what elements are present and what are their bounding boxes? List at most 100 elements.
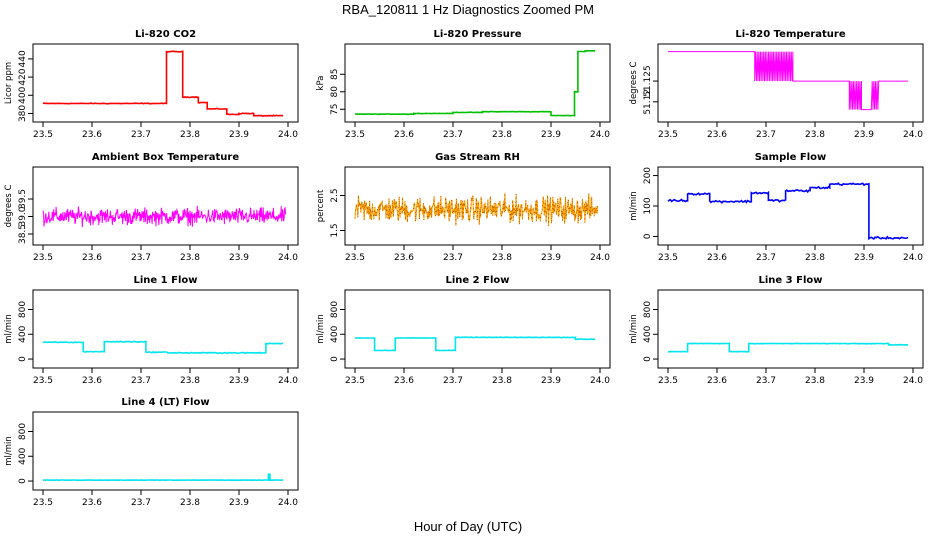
- panel-title: Line 2 Flow: [446, 275, 510, 286]
- panel-title: Line 1 Flow: [134, 275, 198, 286]
- y-tick-label: 0: [18, 356, 28, 362]
- plot-frame: [657, 289, 924, 369]
- y-tick-label: 75: [330, 104, 340, 115]
- x-tick-label: 23.8: [180, 253, 200, 263]
- x-tick-label: 23.5: [658, 253, 678, 263]
- x-tick-label: 24.0: [903, 376, 923, 386]
- panel-title: Ambient Box Temperature: [92, 152, 239, 163]
- series-line: [667, 182, 909, 241]
- x-tick-label: 23.8: [492, 130, 512, 140]
- panel-line2: Line 2 Flow 23.5 23.6 23.7 23.8 23.9 24.0 0 400 8…: [316, 275, 611, 386]
- panel-co2: Li-820 CO2 23.5 23.6 23.7 23.8 23.9 24.0 380 400…: [4, 29, 299, 140]
- y-tick-label: 400: [330, 325, 340, 342]
- series-line: [354, 193, 599, 226]
- x-tick-label: 24.0: [903, 253, 923, 263]
- x-tick-label: 24.0: [590, 376, 610, 386]
- x-tick-label: 23.9: [229, 376, 249, 386]
- x-tick-label: 23.8: [492, 253, 512, 263]
- y-axis-label: ml/min: [4, 314, 14, 344]
- x-tick-label: 23.6: [394, 376, 414, 386]
- y-axis-label: ml/min: [629, 191, 639, 221]
- panel-title: Gas Stream RH: [435, 152, 520, 163]
- x-tick-label: 23.9: [229, 130, 249, 140]
- panels: Li-820 CO2 23.5 23.6 23.7 23.8 23.9 24.0 380 400…: [4, 29, 924, 508]
- x-tick-label: 23.6: [394, 130, 414, 140]
- y-axis-label: Licor ppm: [4, 62, 14, 104]
- x-tick-label: 23.6: [707, 253, 727, 263]
- figure-xlabel: Hour of Day (UTC): [414, 519, 522, 534]
- y-tick-label: 1.5: [330, 223, 340, 237]
- y-axis-label: degrees C: [629, 62, 639, 105]
- x-tick-label: 23.7: [131, 498, 151, 508]
- y-axis-label: degrees C: [4, 185, 14, 228]
- panel-line1: Line 1 Flow 23.5 23.6 23.7 23.8 23.9 24.0 0 400 8…: [4, 275, 299, 386]
- x-tick-label: 23.5: [33, 130, 53, 140]
- y-tick-label: 800: [643, 301, 653, 318]
- x-tick-label: 24.0: [278, 253, 298, 263]
- x-tick-label: 23.9: [541, 376, 561, 386]
- y-tick-label: 380: [18, 105, 28, 122]
- y-tick-label: 80: [330, 86, 340, 98]
- x-tick-label: 23.8: [805, 253, 825, 263]
- x-tick-label: 23.7: [756, 130, 776, 140]
- x-tick-label: 23.6: [394, 253, 414, 263]
- x-tick-label: 23.6: [82, 130, 102, 140]
- x-tick-label: 23.6: [707, 130, 727, 140]
- figure-title: RBA_120811 1 Hz Diagnostics Zoomed PM: [342, 2, 594, 17]
- panel-rh: Gas Stream RH 23.5 23.6 23.7 23.8 23.9 24.0 1.5…: [316, 152, 611, 263]
- x-tick-label: 23.8: [805, 376, 825, 386]
- x-tick-label: 23.8: [492, 376, 512, 386]
- y-axis-label: ml/min: [4, 436, 14, 466]
- panel-ambient: Ambient Box Temperature 23.5 23.6 23.7 23.8 2…: [4, 152, 299, 263]
- y-tick-label: 51.125: [643, 65, 653, 97]
- x-tick-label: 23.8: [180, 130, 200, 140]
- y-tick-label: 85: [330, 69, 340, 80]
- y-tick-label: 100: [643, 197, 653, 214]
- series-points: [354, 193, 599, 226]
- y-tick-label: 420: [18, 68, 28, 85]
- panel-title: Line 3 Flow: [759, 275, 823, 286]
- x-tick-label: 23.9: [854, 253, 874, 263]
- x-tick-label: 23.7: [443, 253, 463, 263]
- plot-frame: [344, 166, 611, 246]
- series-line: [354, 49, 596, 117]
- x-tick-label: 24.0: [590, 253, 610, 263]
- y-axis-label: ml/min: [316, 314, 326, 344]
- y-tick-label: 400: [18, 325, 28, 342]
- x-tick-label: 23.6: [82, 498, 102, 508]
- x-tick-label: 23.9: [229, 253, 249, 263]
- x-tick-label: 23.7: [131, 253, 151, 263]
- x-tick-label: 23.7: [756, 376, 776, 386]
- panel-title: Sample Flow: [755, 152, 827, 163]
- x-tick-label: 23.5: [345, 376, 365, 386]
- y-tick-label: 2.5: [330, 188, 340, 202]
- plot-frame: [344, 289, 611, 369]
- plot-frame: [657, 43, 924, 123]
- x-tick-label: 24.0: [278, 498, 298, 508]
- series-line: [42, 50, 284, 117]
- x-tick-label: 23.8: [180, 498, 200, 508]
- series-line: [42, 473, 284, 482]
- x-tick-label: 23.5: [33, 253, 53, 263]
- x-tick-label: 23.7: [443, 130, 463, 140]
- y-tick-label: 800: [18, 423, 28, 440]
- x-tick-label: 23.7: [443, 376, 463, 386]
- series-line: [668, 51, 909, 111]
- panel-line4: Line 4 (LT) Flow 23.5 23.6 23.7 23.8 23.9 24.0…: [4, 397, 299, 508]
- y-axis-label: percent: [316, 189, 326, 222]
- x-tick-label: 23.8: [180, 376, 200, 386]
- panel-line3: Line 3 Flow 23.5 23.6 23.7 23.8 23.9 24.0 0 400 8…: [629, 275, 924, 386]
- plot-frame: [657, 166, 924, 246]
- y-tick-label: 800: [330, 301, 340, 318]
- y-tick-label: 38.5: [18, 224, 28, 244]
- y-tick-label: 0: [18, 478, 28, 484]
- y-tick-label: 400: [643, 325, 653, 342]
- x-tick-label: 23.5: [33, 376, 53, 386]
- x-tick-label: 23.5: [345, 130, 365, 140]
- x-tick-label: 24.0: [590, 130, 610, 140]
- y-tick-label: 440: [18, 50, 28, 67]
- plot-frame: [32, 289, 299, 369]
- y-tick-label: 0: [643, 356, 653, 362]
- x-tick-label: 23.9: [854, 130, 874, 140]
